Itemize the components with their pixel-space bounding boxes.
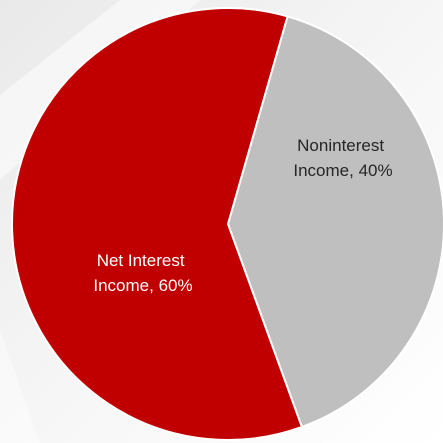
slice-label-noninterest-line2: Income, 40% [293, 161, 392, 180]
slice-label-noninterest-line1: Noninterest [297, 136, 384, 155]
slice-label-net-interest-line1: Net Interest [97, 251, 185, 270]
slice-label-net-interest-line2: Income, 60% [93, 276, 192, 295]
pie-slices [12, 8, 443, 440]
